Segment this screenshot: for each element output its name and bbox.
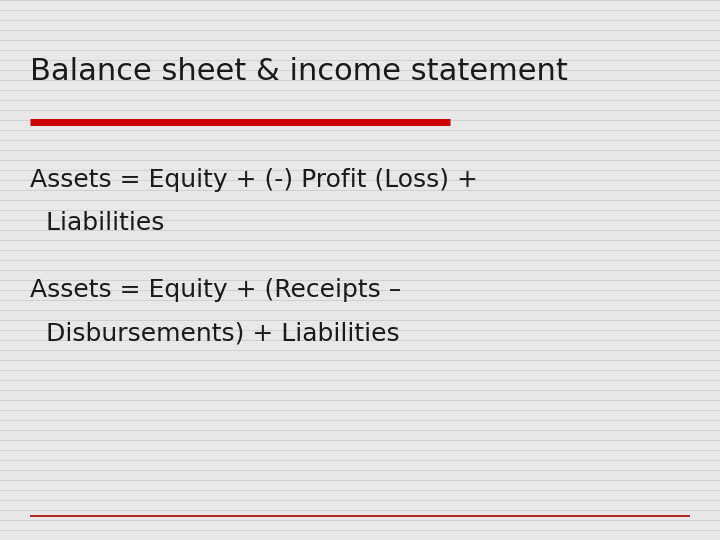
Text: Balance sheet & income statement: Balance sheet & income statement (30, 57, 568, 86)
Text: Assets = Equity + (Receipts –: Assets = Equity + (Receipts – (30, 279, 402, 302)
Text: Disbursements) + Liabilities: Disbursements) + Liabilities (30, 322, 400, 346)
Text: Assets = Equity + (-) Profit (Loss) +: Assets = Equity + (-) Profit (Loss) + (30, 168, 478, 192)
Text: Liabilities: Liabilities (30, 211, 165, 235)
